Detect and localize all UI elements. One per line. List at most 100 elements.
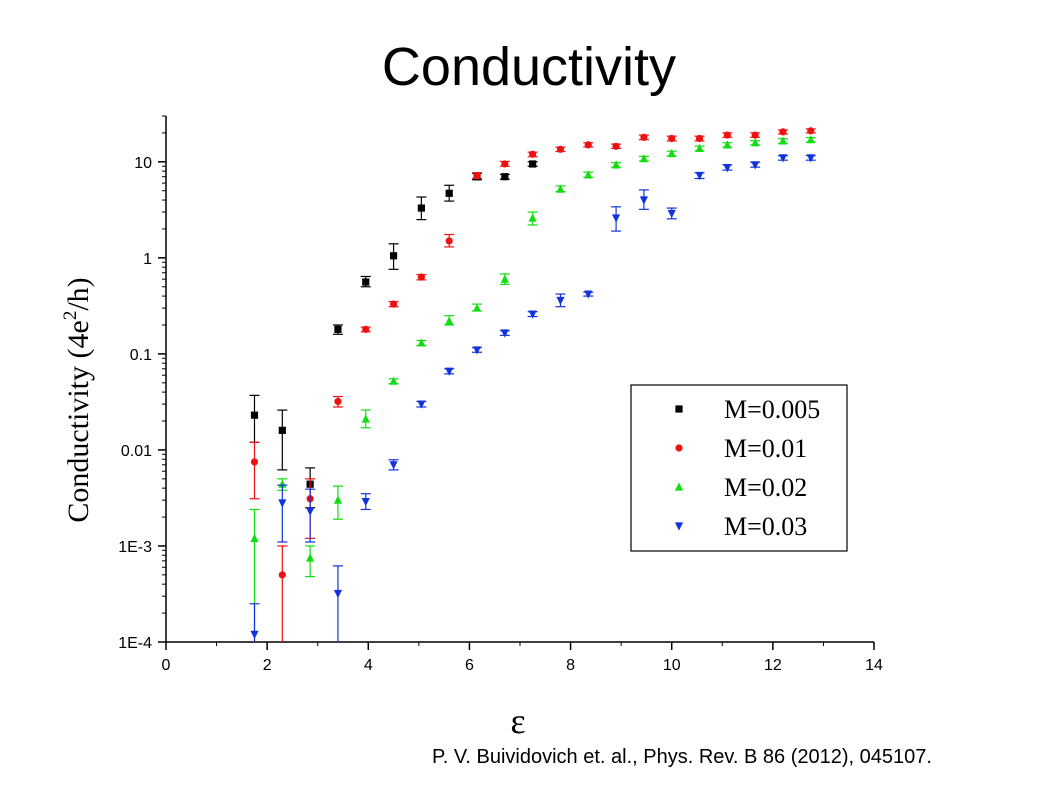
data-point bbox=[611, 214, 621, 223]
data-point bbox=[334, 397, 342, 406]
data-point bbox=[556, 145, 565, 153]
data-point bbox=[667, 148, 676, 158]
data-point bbox=[528, 213, 537, 222]
data-point bbox=[417, 338, 426, 347]
data-point bbox=[556, 296, 565, 306]
data-point bbox=[306, 507, 315, 516]
data-point bbox=[668, 134, 676, 143]
data-point bbox=[361, 497, 370, 507]
data-point bbox=[667, 209, 676, 219]
data-point bbox=[250, 458, 259, 466]
data-point bbox=[445, 367, 454, 376]
legend-label: M=0.02 bbox=[724, 473, 807, 502]
data-point bbox=[361, 414, 370, 423]
data-point bbox=[501, 173, 509, 181]
data-point bbox=[250, 411, 259, 419]
y-axis-label: Conductivity (4e2/h) bbox=[60, 277, 95, 522]
data-point bbox=[751, 131, 759, 139]
series-M=0.03 bbox=[249, 154, 816, 642]
legend-box bbox=[630, 384, 848, 552]
x-tick-label: 12 bbox=[764, 657, 782, 674]
data-point bbox=[306, 553, 315, 562]
data-point bbox=[417, 400, 426, 409]
x-tick-label: 14 bbox=[865, 657, 883, 674]
data-point bbox=[445, 316, 454, 325]
x-tick-label: 10 bbox=[663, 657, 681, 674]
data-point bbox=[529, 160, 537, 168]
data-point bbox=[695, 134, 704, 143]
data-point bbox=[389, 252, 398, 260]
data-point bbox=[389, 300, 398, 308]
legend-marker bbox=[675, 405, 683, 413]
data-point bbox=[472, 303, 482, 312]
data-point bbox=[445, 189, 453, 197]
x-tick-label: 0 bbox=[162, 657, 171, 674]
data-point bbox=[529, 150, 537, 158]
data-point bbox=[778, 154, 788, 163]
data-point bbox=[417, 204, 425, 212]
data-point bbox=[362, 278, 370, 286]
y-tick-label: 0.01 bbox=[121, 443, 152, 460]
data-point bbox=[611, 160, 621, 169]
y-tick-label: 10 bbox=[134, 155, 152, 172]
data-point bbox=[640, 133, 648, 141]
data-point bbox=[612, 142, 620, 150]
data-point bbox=[278, 571, 286, 579]
data-point bbox=[778, 136, 788, 145]
x-tick-label: 4 bbox=[364, 657, 373, 674]
x-tick-label: 2 bbox=[263, 657, 272, 674]
y-tick-label: 1 bbox=[143, 251, 152, 268]
data-point bbox=[278, 499, 287, 508]
data-point bbox=[723, 131, 731, 139]
data-point bbox=[807, 127, 815, 135]
data-point bbox=[501, 160, 509, 168]
data-point bbox=[723, 140, 732, 149]
data-point bbox=[556, 184, 565, 193]
data-point bbox=[472, 346, 482, 355]
data-point bbox=[500, 329, 509, 338]
data-point bbox=[333, 495, 343, 504]
series-M=0.005 bbox=[249, 160, 538, 509]
legend-label: M=0.01 bbox=[724, 434, 807, 463]
data-point bbox=[584, 170, 593, 179]
data-point bbox=[806, 154, 815, 163]
x-tick-label: 6 bbox=[465, 657, 474, 674]
data-point bbox=[639, 154, 648, 163]
chart-axes: 0 2 4 6 8 10 12 14 1E-4 1E-3 0.01 0.1 1 10 bbox=[118, 115, 883, 674]
legend-marker bbox=[675, 444, 683, 452]
x-tick-label: 8 bbox=[566, 657, 575, 674]
data-point bbox=[250, 630, 259, 639]
data-point bbox=[779, 128, 787, 136]
data-point bbox=[334, 325, 342, 333]
data-point bbox=[362, 325, 370, 333]
citation: P. V. Buividovich et. al., Phys. Rev. B … bbox=[432, 746, 932, 768]
legend-label: M=0.03 bbox=[724, 512, 807, 541]
chart-data-layer bbox=[249, 127, 816, 642]
x-axis-label: ε bbox=[510, 701, 525, 741]
y-axis-label-superscript: 2 bbox=[60, 311, 81, 321]
data-point bbox=[806, 135, 815, 144]
data-point bbox=[584, 141, 592, 149]
data-point bbox=[639, 196, 648, 205]
data-point bbox=[389, 461, 398, 470]
legend-label: M=0.005 bbox=[724, 395, 820, 424]
y-tick-label: 1E-3 bbox=[118, 539, 152, 556]
data-point bbox=[278, 426, 286, 434]
y-axis-label-tail: /h) bbox=[62, 277, 95, 310]
data-point bbox=[584, 290, 593, 299]
data-point bbox=[528, 310, 537, 319]
data-point bbox=[695, 143, 704, 152]
page-title: Conductivity bbox=[381, 37, 677, 97]
data-point bbox=[751, 138, 760, 147]
data-point bbox=[751, 161, 760, 170]
y-axis-label-main: Conductivity (4e bbox=[62, 320, 95, 522]
data-point bbox=[417, 273, 425, 281]
data-point bbox=[723, 164, 732, 173]
data-point bbox=[389, 376, 398, 385]
data-point bbox=[250, 533, 259, 542]
data-point bbox=[695, 171, 704, 181]
data-point bbox=[500, 274, 509, 283]
data-point bbox=[333, 589, 343, 599]
legend-marker bbox=[674, 482, 684, 491]
